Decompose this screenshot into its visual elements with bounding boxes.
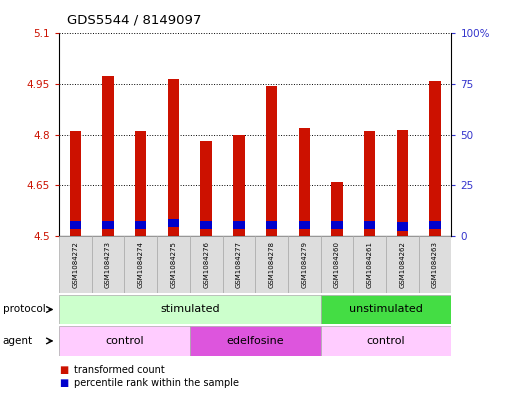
Bar [321, 295, 451, 324]
Bar [419, 236, 451, 293]
Text: GSM1084274: GSM1084274 [138, 241, 144, 288]
Bar [321, 236, 353, 293]
Text: ■: ■ [59, 365, 68, 375]
Text: GSM1084260: GSM1084260 [334, 241, 340, 288]
Bar [102, 220, 114, 229]
Bar [59, 326, 190, 356]
Bar [190, 326, 321, 356]
Bar [429, 81, 441, 236]
Bar [190, 236, 223, 293]
Text: edelfosine: edelfosine [226, 336, 284, 346]
Bar [233, 134, 245, 236]
Bar [135, 220, 147, 229]
Bar [233, 220, 245, 229]
Text: GSM1084279: GSM1084279 [301, 241, 307, 288]
Text: GSM1084263: GSM1084263 [432, 241, 438, 288]
Bar [429, 220, 441, 229]
Bar [331, 182, 343, 236]
Text: GSM1084262: GSM1084262 [400, 241, 405, 288]
Bar [386, 236, 419, 293]
Text: GSM1084276: GSM1084276 [203, 241, 209, 288]
Text: GDS5544 / 8149097: GDS5544 / 8149097 [67, 14, 201, 27]
Text: unstimulated: unstimulated [349, 305, 423, 314]
Bar [299, 220, 310, 229]
Bar [288, 236, 321, 293]
Bar [135, 131, 147, 236]
Bar [168, 79, 179, 236]
Bar [59, 295, 321, 324]
Text: GSM1084272: GSM1084272 [72, 241, 78, 288]
Text: agent: agent [3, 336, 33, 346]
Bar [353, 236, 386, 293]
Bar [201, 220, 212, 229]
Bar [201, 141, 212, 236]
Bar [364, 131, 376, 236]
Bar [397, 130, 408, 236]
Bar [321, 326, 451, 356]
Bar [266, 86, 278, 236]
Bar [299, 128, 310, 236]
Text: percentile rank within the sample: percentile rank within the sample [74, 378, 240, 388]
Bar [331, 220, 343, 229]
Text: control: control [105, 336, 144, 346]
Bar [255, 236, 288, 293]
Text: GSM1084277: GSM1084277 [236, 241, 242, 288]
Bar [168, 219, 179, 228]
Bar [397, 222, 408, 231]
Text: GSM1084261: GSM1084261 [367, 241, 372, 288]
Text: protocol: protocol [3, 305, 45, 314]
Bar [102, 75, 114, 236]
Bar [124, 236, 157, 293]
Bar [157, 236, 190, 293]
Text: ■: ■ [59, 378, 68, 388]
Text: GSM1084278: GSM1084278 [269, 241, 274, 288]
Bar [92, 236, 125, 293]
Text: control: control [367, 336, 405, 346]
Bar [266, 220, 278, 229]
Bar [70, 220, 81, 229]
Bar [223, 236, 255, 293]
Text: GSM1084273: GSM1084273 [105, 241, 111, 288]
Bar [59, 236, 92, 293]
Text: stimulated: stimulated [160, 305, 220, 314]
Text: GSM1084275: GSM1084275 [170, 241, 176, 288]
Text: transformed count: transformed count [74, 365, 165, 375]
Bar [70, 131, 81, 236]
Bar [364, 220, 376, 229]
